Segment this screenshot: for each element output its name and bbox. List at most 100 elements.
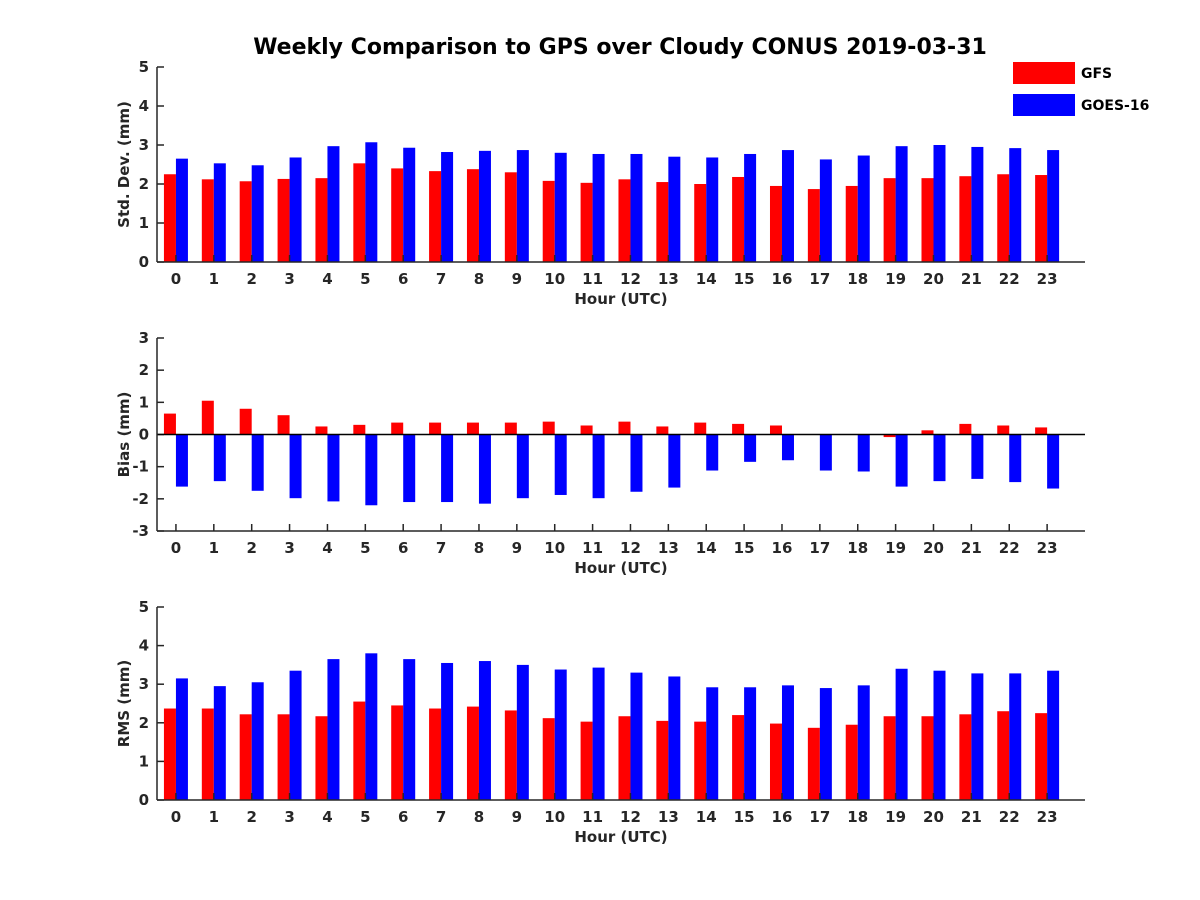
x-tick-label: 11 xyxy=(582,539,603,557)
bar-gfs xyxy=(807,189,820,262)
x-tick-label: 12 xyxy=(620,539,641,557)
bar-goes16 xyxy=(971,673,984,800)
bar-gfs xyxy=(883,434,896,438)
bar-gfs xyxy=(769,185,782,262)
y-tick-label: 2 xyxy=(139,714,149,732)
y-tick-label: 3 xyxy=(139,329,149,347)
x-tick-label: 7 xyxy=(436,539,446,557)
bar-goes16 xyxy=(327,434,340,502)
bar-goes16 xyxy=(516,150,529,262)
x-tick-label: 18 xyxy=(847,808,868,826)
bar-gfs xyxy=(732,176,745,262)
y-tick-label: 5 xyxy=(139,58,149,76)
x-tick-label: 6 xyxy=(398,808,408,826)
y-tick-label: 2 xyxy=(139,361,149,379)
bar-gfs xyxy=(542,718,555,800)
bar-gfs xyxy=(201,400,214,435)
bar-gfs xyxy=(656,426,669,435)
x-tick-label: 0 xyxy=(171,808,181,826)
bar-goes16 xyxy=(933,670,946,800)
x-tick-label: 12 xyxy=(620,808,641,826)
bar-goes16 xyxy=(213,163,226,262)
bar-goes16 xyxy=(857,434,870,472)
x-tick-label: 6 xyxy=(398,270,408,288)
x-tick-label: 8 xyxy=(474,539,484,557)
bar-gfs xyxy=(542,421,555,435)
bar-goes16 xyxy=(668,156,681,262)
bar-goes16 xyxy=(441,434,454,503)
bar-gfs xyxy=(807,727,820,800)
y-tick-label: 5 xyxy=(139,598,149,616)
bar-gfs xyxy=(997,174,1010,262)
bar-gfs xyxy=(239,408,252,435)
bar-gfs xyxy=(656,720,669,800)
x-tick-label: 5 xyxy=(360,539,370,557)
bar-gfs xyxy=(429,171,442,262)
x-tick-label: 21 xyxy=(961,808,982,826)
bar-gfs xyxy=(921,716,934,800)
bar-gfs xyxy=(694,422,707,435)
legend-label-gfs: GFS xyxy=(1081,66,1112,82)
y-tick-label: -2 xyxy=(132,490,149,508)
bar-goes16 xyxy=(327,146,340,262)
x-tick-label: 20 xyxy=(923,270,944,288)
x-tick-label: 21 xyxy=(961,539,982,557)
x-tick-label: 23 xyxy=(1037,270,1058,288)
bar-gfs xyxy=(883,716,896,800)
bar-goes16 xyxy=(630,153,643,262)
bar-goes16 xyxy=(516,664,529,800)
y-tick-label: 3 xyxy=(139,675,149,693)
bar-gfs xyxy=(353,424,366,435)
bar-gfs xyxy=(921,430,934,435)
y-tick-label: 4 xyxy=(139,637,149,655)
bar-gfs xyxy=(769,723,782,800)
bar-goes16 xyxy=(630,434,643,492)
bar-gfs xyxy=(277,714,290,800)
y-tick-label: -1 xyxy=(132,458,149,476)
x-axis-label: Hour (UTC) xyxy=(574,559,667,577)
legend-label-goes16: GOES-16 xyxy=(1081,98,1149,114)
bar-goes16 xyxy=(175,434,188,487)
x-tick-label: 13 xyxy=(658,808,679,826)
bar-gfs xyxy=(580,182,593,262)
bar-gfs xyxy=(201,708,214,800)
y-tick-label: -3 xyxy=(132,522,149,540)
x-tick-label: 8 xyxy=(474,808,484,826)
bar-gfs xyxy=(353,163,366,262)
bar-gfs xyxy=(542,180,555,262)
y-tick-label: 1 xyxy=(139,214,149,232)
x-tick-label: 17 xyxy=(809,539,830,557)
bar-goes16 xyxy=(819,434,832,471)
bar-gfs xyxy=(959,714,972,800)
x-tick-label: 10 xyxy=(544,539,565,557)
x-tick-label: 17 xyxy=(809,808,830,826)
x-tick-label: 18 xyxy=(847,270,868,288)
x-tick-label: 15 xyxy=(734,539,755,557)
bar-goes16 xyxy=(478,150,491,262)
x-tick-label: 13 xyxy=(658,539,679,557)
x-tick-label: 18 xyxy=(847,539,868,557)
y-tick-label: 3 xyxy=(139,136,149,154)
bar-gfs xyxy=(618,716,631,800)
bar-gfs xyxy=(429,422,442,435)
x-tick-label: 1 xyxy=(209,270,219,288)
x-tick-label: 7 xyxy=(436,808,446,826)
y-tick-label: 0 xyxy=(139,791,149,809)
bar-gfs xyxy=(163,413,176,435)
bar-gfs xyxy=(883,178,896,262)
bar-goes16 xyxy=(668,434,681,488)
bar-gfs xyxy=(429,708,442,800)
x-axis-label: Hour (UTC) xyxy=(574,828,667,846)
bar-goes16 xyxy=(554,434,567,495)
bar-gfs xyxy=(769,425,782,435)
bar-goes16 xyxy=(895,146,908,262)
bar-gfs xyxy=(315,716,328,800)
bar-gfs xyxy=(959,176,972,262)
x-tick-label: 14 xyxy=(696,270,717,288)
bar-goes16 xyxy=(744,434,757,462)
y-tick-label: 1 xyxy=(139,752,149,770)
x-tick-label: 22 xyxy=(999,539,1020,557)
bar-goes16 xyxy=(365,653,378,800)
